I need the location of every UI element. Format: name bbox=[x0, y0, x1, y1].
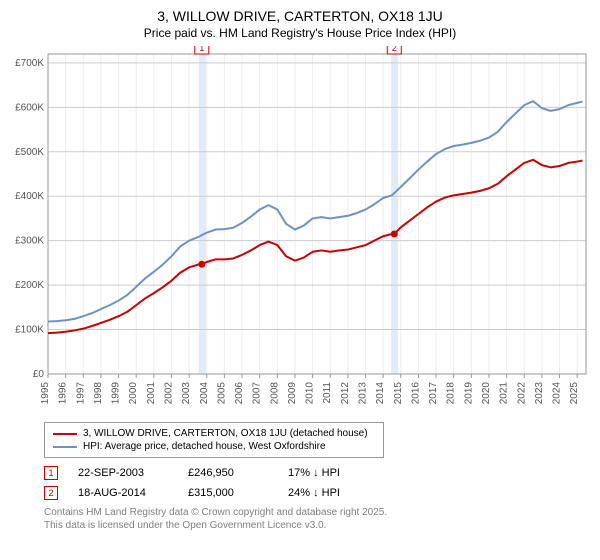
svg-text:1996: 1996 bbox=[58, 382, 69, 405]
svg-text:2009: 2009 bbox=[287, 382, 298, 405]
svg-text:2004: 2004 bbox=[199, 382, 210, 405]
legend-swatch bbox=[53, 433, 77, 435]
footer-line1: Contains HM Land Registry data © Crown c… bbox=[44, 506, 590, 519]
svg-text:2005: 2005 bbox=[216, 382, 227, 405]
transaction-price: £246,950 bbox=[188, 467, 268, 479]
footer: Contains HM Land Registry data © Crown c… bbox=[44, 506, 590, 532]
svg-text:2020: 2020 bbox=[481, 382, 492, 405]
svg-text:2001: 2001 bbox=[146, 382, 157, 405]
svg-text:1995: 1995 bbox=[40, 382, 51, 405]
legend-item: 3, WILLOW DRIVE, CARTERTON, OX18 1JU (de… bbox=[53, 427, 375, 440]
legend: 3, WILLOW DRIVE, CARTERTON, OX18 1JU (de… bbox=[44, 422, 384, 458]
svg-text:£600K: £600K bbox=[15, 102, 44, 113]
svg-text:1997: 1997 bbox=[75, 382, 86, 405]
svg-text:£100K: £100K bbox=[15, 325, 44, 336]
legend-swatch bbox=[53, 446, 77, 448]
chart-plot-area: £0 £100K £200K £300K £400K £500K £600K £700K 199… bbox=[10, 46, 590, 416]
svg-text:£200K: £200K bbox=[15, 280, 44, 291]
transaction-marker: 2 bbox=[44, 486, 58, 500]
svg-text:2021: 2021 bbox=[499, 382, 510, 405]
svg-text:2006: 2006 bbox=[234, 382, 245, 405]
transaction-date: 22-SEP-2003 bbox=[78, 467, 168, 479]
svg-text:2007: 2007 bbox=[252, 382, 263, 405]
transaction-marker: 1 bbox=[44, 466, 58, 480]
chart-container: { "title": "3, WILLOW DRIVE, CARTERTON, … bbox=[0, 0, 600, 560]
transaction-table: 1 22-SEP-2003 £246,950 17% ↓ HPI 2 18-AU… bbox=[44, 466, 590, 500]
transaction-row: 2 18-AUG-2014 £315,000 24% ↓ HPI bbox=[44, 486, 590, 500]
svg-text:£300K: £300K bbox=[15, 236, 44, 247]
svg-text:2018: 2018 bbox=[446, 382, 457, 405]
svg-text:1999: 1999 bbox=[111, 382, 122, 405]
chart-title: 3, WILLOW DRIVE, CARTERTON, OX18 1JU bbox=[10, 8, 590, 24]
svg-text:£400K: £400K bbox=[15, 191, 44, 202]
chart-subtitle: Price paid vs. HM Land Registry's House … bbox=[10, 26, 590, 40]
svg-text:2: 2 bbox=[392, 46, 397, 53]
svg-text:2008: 2008 bbox=[269, 382, 280, 405]
svg-text:2023: 2023 bbox=[534, 382, 545, 405]
chart-svg: £0 £100K £200K £300K £400K £500K £600K £700K 199… bbox=[10, 46, 590, 416]
svg-text:2015: 2015 bbox=[393, 382, 404, 405]
transaction-price: £315,000 bbox=[188, 487, 268, 499]
svg-text:2019: 2019 bbox=[463, 382, 474, 405]
svg-text:2016: 2016 bbox=[410, 382, 421, 405]
transaction-delta: 24% ↓ HPI bbox=[288, 487, 340, 499]
svg-text:2012: 2012 bbox=[340, 382, 351, 405]
legend-label: HPI: Average price, detached house, West… bbox=[83, 441, 326, 452]
svg-text:£700K: £700K bbox=[15, 58, 44, 69]
svg-text:1: 1 bbox=[199, 46, 204, 53]
svg-text:2025: 2025 bbox=[569, 382, 580, 405]
transaction-date: 18-AUG-2014 bbox=[78, 487, 168, 499]
svg-text:2022: 2022 bbox=[516, 382, 527, 405]
svg-text:2017: 2017 bbox=[428, 382, 439, 405]
svg-text:2010: 2010 bbox=[305, 382, 316, 405]
footer-line2: This data is licensed under the Open Gov… bbox=[44, 519, 590, 532]
svg-text:1998: 1998 bbox=[93, 382, 104, 405]
legend-label: 3, WILLOW DRIVE, CARTERTON, OX18 1JU (de… bbox=[83, 428, 368, 439]
transaction-row: 1 22-SEP-2003 £246,950 17% ↓ HPI bbox=[44, 466, 590, 480]
svg-text:2013: 2013 bbox=[358, 382, 369, 405]
svg-text:£500K: £500K bbox=[15, 147, 44, 158]
svg-text:2000: 2000 bbox=[128, 382, 139, 405]
svg-text:2011: 2011 bbox=[322, 382, 333, 404]
legend-item: HPI: Average price, detached house, West… bbox=[53, 440, 375, 453]
svg-text:2014: 2014 bbox=[375, 382, 386, 405]
svg-text:2003: 2003 bbox=[181, 382, 192, 405]
transaction-delta: 17% ↓ HPI bbox=[288, 467, 340, 479]
svg-text:£0: £0 bbox=[33, 369, 45, 380]
svg-text:2002: 2002 bbox=[163, 382, 174, 405]
svg-text:2024: 2024 bbox=[552, 382, 563, 405]
